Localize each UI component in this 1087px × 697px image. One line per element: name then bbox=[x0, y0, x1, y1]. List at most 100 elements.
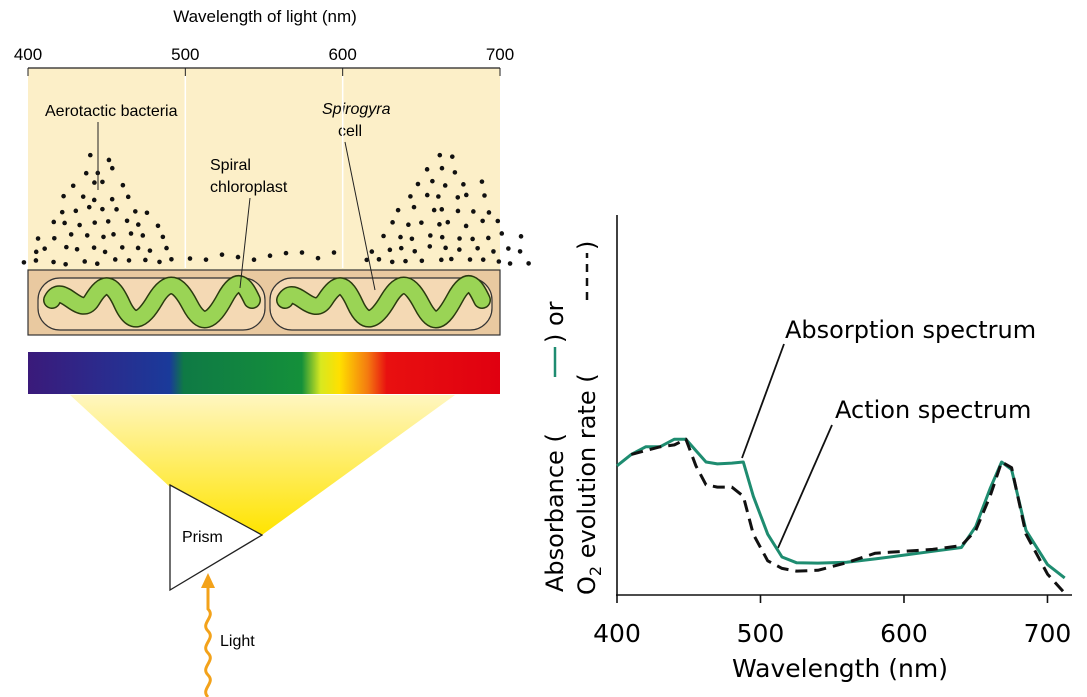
bacterium bbox=[91, 245, 97, 250]
bacterium bbox=[381, 233, 386, 239]
bacterium bbox=[486, 210, 492, 215]
bacterium bbox=[59, 209, 65, 215]
bacterium bbox=[203, 257, 209, 262]
bacterium bbox=[406, 222, 411, 227]
bacterium bbox=[100, 179, 105, 185]
bacterium bbox=[369, 249, 375, 254]
bacterium bbox=[133, 209, 138, 214]
bacterium bbox=[495, 218, 501, 224]
bacterium bbox=[424, 192, 430, 198]
arrowhead bbox=[201, 573, 215, 588]
bacterium bbox=[144, 210, 150, 216]
bacterium bbox=[112, 257, 118, 262]
bacterium bbox=[109, 196, 115, 202]
bacterium bbox=[70, 183, 76, 189]
bacterium bbox=[449, 154, 455, 159]
bacterium bbox=[463, 192, 469, 198]
bacterium bbox=[135, 222, 141, 227]
annotation-leader bbox=[741, 343, 785, 459]
bacterium bbox=[480, 257, 486, 262]
bacterium bbox=[52, 236, 57, 241]
scale-tick-label: 400 bbox=[14, 45, 42, 64]
y-title-text: ) or bbox=[541, 301, 569, 343]
light-cone bbox=[70, 395, 455, 535]
bacterium bbox=[80, 194, 86, 199]
series-line bbox=[616, 437, 1066, 580]
prism-label: Prism bbox=[182, 529, 223, 546]
bacterium bbox=[64, 244, 69, 250]
bacterium bbox=[33, 249, 39, 255]
y-title-part: Absorbance ( bbox=[541, 433, 569, 592]
x-tick-label: 500 bbox=[737, 619, 785, 648]
bacterium bbox=[157, 259, 162, 265]
bacterium bbox=[35, 236, 41, 241]
bacterium bbox=[419, 220, 424, 225]
bacterium bbox=[436, 194, 441, 199]
bacterium bbox=[68, 232, 74, 237]
bacteria bbox=[21, 152, 531, 317]
bacterium bbox=[51, 259, 56, 265]
bacterium bbox=[403, 258, 408, 264]
bacterium bbox=[86, 204, 92, 210]
bacterium bbox=[101, 234, 106, 240]
bacterium bbox=[411, 204, 417, 210]
bacterium bbox=[526, 261, 531, 266]
bacterium bbox=[376, 257, 382, 262]
annotation-leader bbox=[777, 424, 833, 549]
scale-tick-label: 600 bbox=[328, 45, 356, 64]
bacterium bbox=[506, 246, 511, 251]
bacterium bbox=[102, 249, 108, 255]
bacterium bbox=[143, 257, 148, 263]
prism bbox=[169, 483, 264, 592]
bacterium bbox=[461, 182, 466, 187]
bacterium bbox=[91, 197, 97, 203]
scale-tick-label: 700 bbox=[486, 45, 514, 64]
bacterium bbox=[251, 257, 257, 263]
y-title-part: 2 bbox=[586, 566, 605, 576]
bacterium bbox=[315, 255, 321, 261]
bacterium bbox=[419, 258, 425, 264]
chloroplast bbox=[44, 276, 260, 327]
bacterium bbox=[125, 194, 131, 200]
bacterium bbox=[452, 170, 458, 175]
bacterium bbox=[283, 250, 289, 256]
bacterium bbox=[21, 260, 27, 265]
bacterium bbox=[135, 245, 141, 251]
bacterium bbox=[445, 219, 451, 225]
chloroplast-label: Spiral bbox=[210, 157, 251, 174]
bacterium bbox=[428, 233, 433, 238]
bacterium bbox=[63, 261, 68, 267]
bacterium bbox=[87, 152, 93, 158]
y-title-part: O bbox=[573, 576, 601, 595]
bacterium bbox=[187, 256, 193, 261]
bacterium bbox=[82, 259, 88, 264]
bacterium bbox=[471, 209, 476, 214]
bacterium bbox=[331, 250, 337, 255]
bacterium bbox=[94, 261, 100, 266]
cell-label: cell bbox=[338, 123, 362, 140]
bacteria-label: Aerotactic bacteria bbox=[45, 103, 178, 120]
bacterium bbox=[412, 248, 418, 254]
y-axis-title: Absorbance ( ) or O2 evolution rate ( ) bbox=[541, 241, 605, 595]
bacterium bbox=[42, 246, 47, 251]
bacterium bbox=[437, 152, 443, 158]
bacterium bbox=[100, 206, 105, 212]
bacterium bbox=[109, 165, 115, 171]
bacterium bbox=[480, 218, 485, 224]
bacterium bbox=[73, 208, 79, 214]
bacterium bbox=[111, 232, 116, 237]
bacterium bbox=[482, 193, 487, 198]
bacterium bbox=[147, 248, 153, 253]
bacterium bbox=[120, 182, 126, 188]
bacterium bbox=[491, 249, 496, 254]
bacterium bbox=[105, 219, 111, 224]
bacterium bbox=[455, 208, 461, 214]
bacterium bbox=[442, 183, 448, 188]
bacterium bbox=[496, 259, 502, 264]
bacterium bbox=[119, 245, 125, 250]
bacterium bbox=[430, 178, 435, 184]
bacterium bbox=[455, 195, 461, 200]
bacterium bbox=[84, 233, 90, 238]
scale-tick-label: 500 bbox=[171, 45, 199, 64]
engelmann-diagram: Wavelength of light (nm) Prism Light Aer… bbox=[14, 7, 531, 697]
